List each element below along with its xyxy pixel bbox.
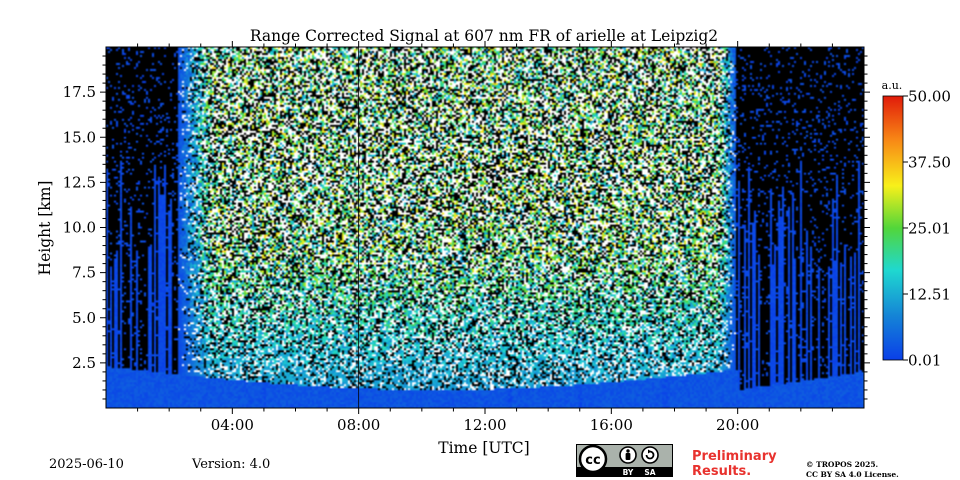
- y-tick-label: 15.0: [63, 128, 96, 146]
- colorbar-ticks: 0.01 12.51 25.01 37.50 50.00: [903, 88, 951, 370]
- chart-title: Range Corrected Signal at 607 nm FR of a…: [250, 27, 718, 45]
- version-label: Version: 4.0: [192, 457, 271, 472]
- y-tick-label: 17.5: [63, 83, 96, 101]
- colorbar-unit: a.u.: [882, 79, 903, 92]
- y-axis: 2.5 5.0 7.5 10.0 12.5 15.0 17.5: [63, 55, 870, 400]
- colorbar-tick-label: 12.51: [908, 285, 951, 303]
- y-tick-label: 2.5: [72, 354, 96, 372]
- x-axis: 04:00 08:00 12:00 16:00 20:00: [137, 41, 833, 434]
- colorbar: a.u. 0.01 12.51 25.01 37.50 50.00: [882, 79, 951, 370]
- colorbar-tick-label: 0.01: [908, 352, 941, 370]
- prelim-line-2: Results.: [692, 464, 752, 479]
- y-tick-label: 7.5: [72, 264, 96, 282]
- colorbar-tick-label: 25.01: [908, 219, 951, 237]
- y-tick-label: 10.0: [63, 219, 96, 237]
- x-tick-label: 12:00: [463, 416, 506, 434]
- x-axis-label: Time [UTC]: [438, 439, 529, 457]
- cc-by-sa-badge: cc BY SA: [576, 444, 673, 477]
- copyright-line-1: © TROPOS 2025.: [806, 460, 879, 469]
- colorbar-tick-label: 50.00: [908, 88, 951, 106]
- date-label: 2025-06-10: [49, 457, 124, 472]
- x-tick-label: 08:00: [337, 416, 380, 434]
- cc-logo-icon: cc: [578, 444, 608, 474]
- y-tick-label: 12.5: [63, 173, 96, 191]
- y-tick-label: 5.0: [72, 309, 96, 327]
- preliminary-results-note: Preliminary Results.: [692, 449, 777, 479]
- cc-logo-text: cc: [585, 453, 600, 468]
- copyright-note: © TROPOS 2025. CC BY SA 4.0 License.: [806, 460, 899, 480]
- x-tick-label: 20:00: [716, 416, 759, 434]
- by-label: BY: [623, 468, 634, 477]
- x-tick-label: 04:00: [211, 416, 254, 434]
- x-tick-label: 16:00: [590, 416, 633, 434]
- signal-heatmap: [106, 47, 864, 408]
- sa-share-alike-icon: [641, 446, 659, 464]
- colorbar-tick-label: 37.50: [908, 154, 951, 172]
- sa-label: SA: [644, 468, 655, 477]
- prelim-line-1: Preliminary: [692, 449, 777, 464]
- copyright-line-2: CC BY SA 4.0 License.: [806, 470, 899, 479]
- y-axis-label: Height [km]: [36, 181, 54, 276]
- plot-area: [106, 47, 864, 408]
- by-attribution-icon: [619, 446, 637, 464]
- colorbar-bar: [882, 95, 904, 361]
